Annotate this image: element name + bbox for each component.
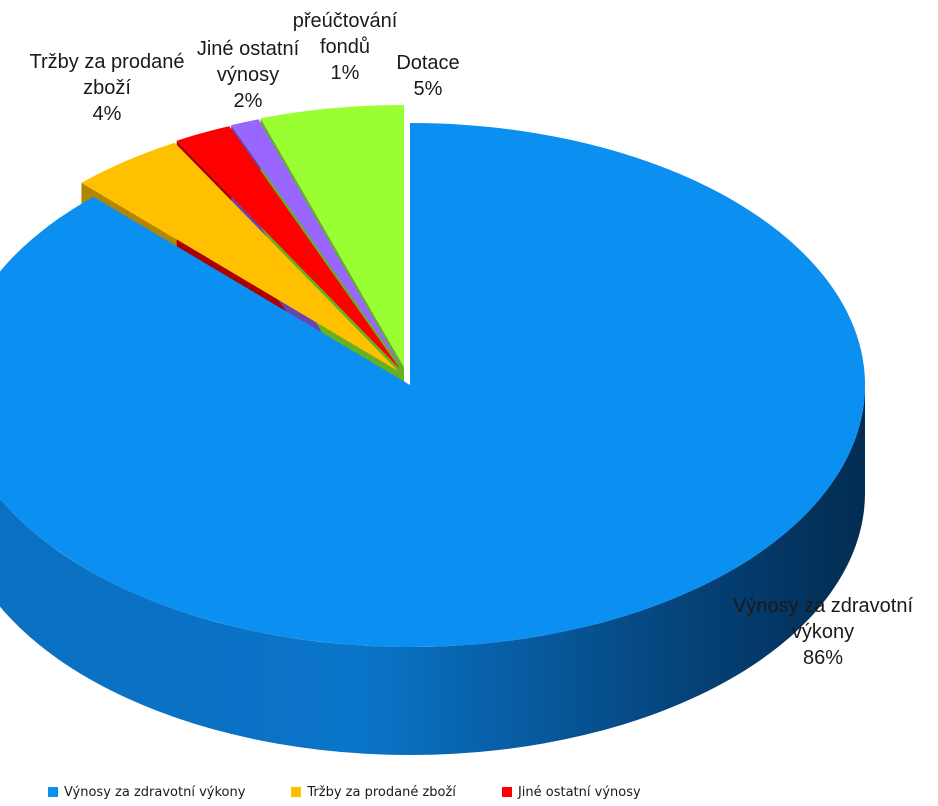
legend-swatch <box>48 787 58 797</box>
slice-vynosy <box>0 123 865 647</box>
legend-label: Výnosy za zdravotní výkony <box>64 784 246 800</box>
slice-label-name: fondů <box>319 36 371 58</box>
slice-label-name: výkony <box>791 621 855 643</box>
slice-jine <box>176 126 400 369</box>
slice-label-name: Jiné ostatní <box>196 38 300 60</box>
legend-item: Jiné ostatní výnosy <box>501 784 641 800</box>
slice-label-percent: 4% <box>92 103 122 125</box>
legend-item: Tržby za prodané zboží <box>291 785 456 800</box>
slice-label-trzby: Tržby za prodané zboží 4% <box>12 49 202 127</box>
slice-dotace <box>260 104 404 368</box>
slice-label-name: Tržby za prodané <box>29 51 185 73</box>
legend-label: Tržby za prodané zboží <box>307 784 456 800</box>
slice-label-name: Dotace <box>396 52 460 74</box>
legend-label: Jiné ostatní výnosy <box>517 784 641 800</box>
slice-vynosy-side <box>0 385 865 755</box>
slice-label-preuctovani: přeúčtování fondů 1% <box>270 8 420 86</box>
slice-trzby <box>81 142 398 371</box>
slice-label-name: zboží <box>83 77 131 99</box>
slice-label-name: výnosy <box>216 64 280 86</box>
slice-label-jine: Jiné ostatní výnosy 2% <box>178 36 318 114</box>
legend-item: Výnosy za zdravotní výkony <box>48 785 245 800</box>
slice-preuctovani <box>231 119 402 368</box>
legend-swatch <box>291 787 302 797</box>
slice-label-percent: 1% <box>330 62 360 84</box>
slice-label-name: Výnosy za zdravotní <box>732 595 914 617</box>
slice-label-percent: 2% <box>233 90 263 112</box>
slice-label-vynosy: Výnosy za zdravotní výkony 86% <box>708 593 938 671</box>
legend-swatch <box>501 787 512 797</box>
slice-label-dotace: Dotace 5% <box>378 50 478 102</box>
slice-label-percent: 5% <box>413 78 443 100</box>
slice-label-percent: 86% <box>802 647 844 669</box>
legend: Výnosy za zdravotní výkony Tržby za prod… <box>48 780 687 804</box>
slice-label-name: přeúčtování <box>292 10 398 32</box>
